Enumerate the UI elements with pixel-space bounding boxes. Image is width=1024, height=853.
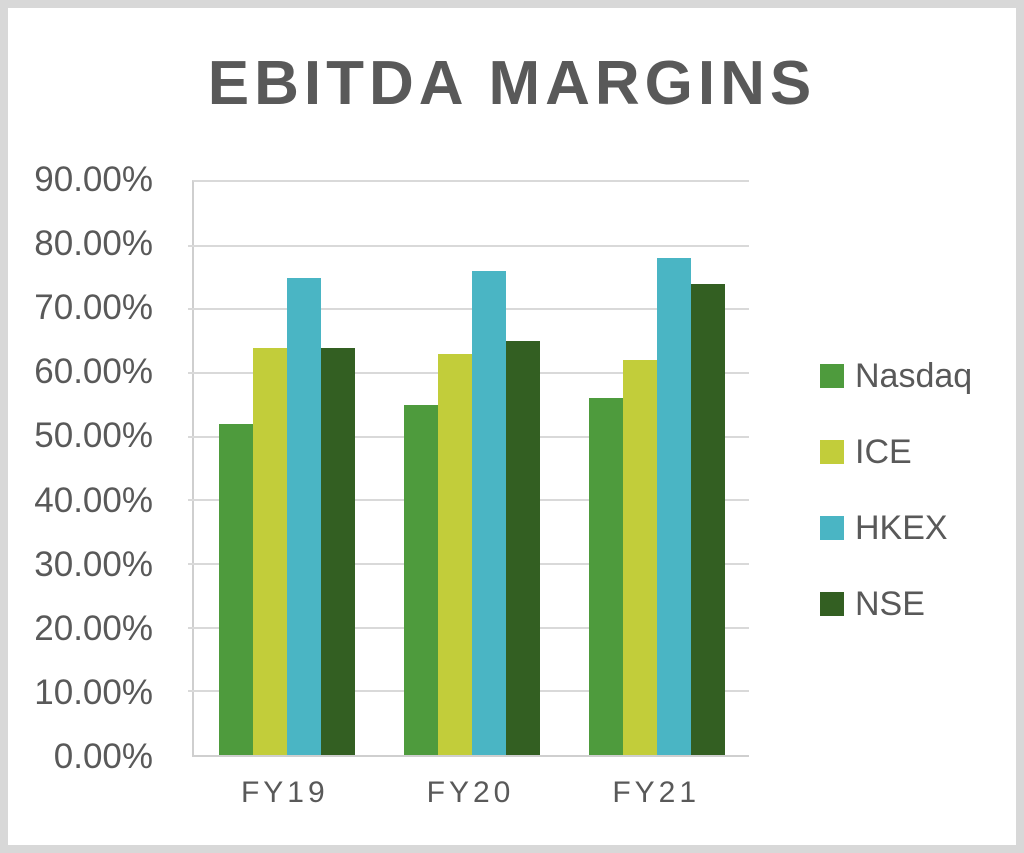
legend-swatch-nse xyxy=(820,592,844,616)
y-axis-tick-label: 40.00% xyxy=(34,480,153,520)
bar-hkex-fy19 xyxy=(286,277,321,755)
legend-entry-nse: NSE xyxy=(820,584,972,623)
plot-area xyxy=(188,180,749,757)
legend-entry-hkex: HKEX xyxy=(820,508,972,547)
legend-label: HKEX xyxy=(855,508,948,547)
legend-swatch-ice xyxy=(820,440,844,464)
legend-swatch-hkex xyxy=(820,516,844,540)
y-axis-tick-label: 90.00% xyxy=(34,160,153,199)
x-axis: FY19 FY20 FY21 xyxy=(192,776,749,810)
bar-group-fy21 xyxy=(564,182,749,755)
bar-hkex-fy21 xyxy=(656,258,691,755)
legend: Nasdaq ICE HKEX NSE xyxy=(820,356,973,663)
bar-ice-fy20 xyxy=(437,353,472,755)
legend-entry-nasdaq: Nasdaq xyxy=(820,356,973,395)
bar-group-fy20 xyxy=(379,182,564,755)
y-axis-tick-label: 50.00% xyxy=(34,416,153,456)
y-axis-tick-label: 30.00% xyxy=(34,544,153,584)
y-axis-tick-label: 80.00% xyxy=(34,224,153,264)
bar-hkex-fy20 xyxy=(471,271,506,755)
bar-ice-fy21 xyxy=(622,360,657,755)
y-axis-tick-label: 10.00% xyxy=(34,672,153,712)
legend-entry-ice: ICE xyxy=(820,432,972,471)
y-axis-tick-label: 60.00% xyxy=(34,352,153,392)
bar-group-fy19 xyxy=(194,182,379,755)
bar-nasdaq-fy19 xyxy=(218,423,253,755)
x-axis-tick-label-fy20: FY20 xyxy=(426,776,515,809)
bar-nse-fy19 xyxy=(320,347,355,755)
y-axis-tick-label: 0.00% xyxy=(53,737,153,776)
gridline xyxy=(188,244,749,247)
legend-label: ICE xyxy=(855,432,912,471)
legend-swatch-nasdaq xyxy=(820,364,844,388)
x-axis-tick-label-fy19: FY19 xyxy=(240,776,329,809)
y-axis-tick-label: 20.00% xyxy=(34,608,153,648)
x-axis-tick-label-fy21: FY21 xyxy=(612,776,701,809)
y-axis-tick-label: 70.00% xyxy=(34,288,153,328)
legend-label: NSE xyxy=(855,584,925,623)
gridline xyxy=(188,308,749,311)
bar-nse-fy21 xyxy=(690,283,725,755)
bar-nasdaq-fy20 xyxy=(403,404,438,755)
bar-nse-fy20 xyxy=(505,341,540,755)
bar-ice-fy19 xyxy=(252,347,287,755)
bar-nasdaq-fy21 xyxy=(588,398,623,755)
chart-title: EBITDA MARGINS xyxy=(207,49,817,118)
y-axis: 90.00% 80.00% 70.00% 60.00% 50.00% 40.00% 30.0… xyxy=(8,160,153,776)
legend-label: Nasdaq xyxy=(855,356,973,395)
